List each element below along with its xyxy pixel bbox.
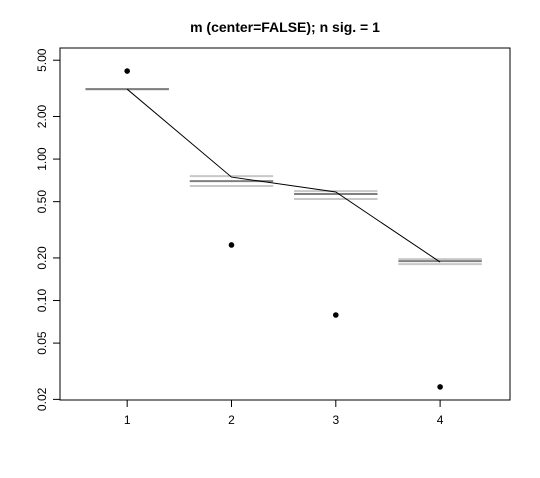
point [437,384,443,390]
x-tick-label: 2 [228,413,235,427]
y-tick-label: 0.02 [35,387,49,411]
line [126,88,441,263]
y-tick-label: 1.00 [35,147,49,171]
chart-title: m (center=FALSE); n sig. = 1 [190,19,380,35]
x-tick-label: 3 [332,413,339,427]
y-tick-label: 5.00 [35,48,49,72]
x-tick-label: 4 [437,413,444,427]
y-tick-label: 0.20 [35,246,49,270]
point [332,312,339,318]
point [124,68,130,74]
y-tick-label: 0.05 [35,331,49,355]
y-tick-label: 0.10 [35,289,49,313]
y-tick-label: 0.50 [35,190,49,214]
y-tick-label: 2.00 [35,104,49,128]
point [228,242,235,248]
plot-frame [59,47,511,401]
x-tick-label: 1 [124,413,131,427]
